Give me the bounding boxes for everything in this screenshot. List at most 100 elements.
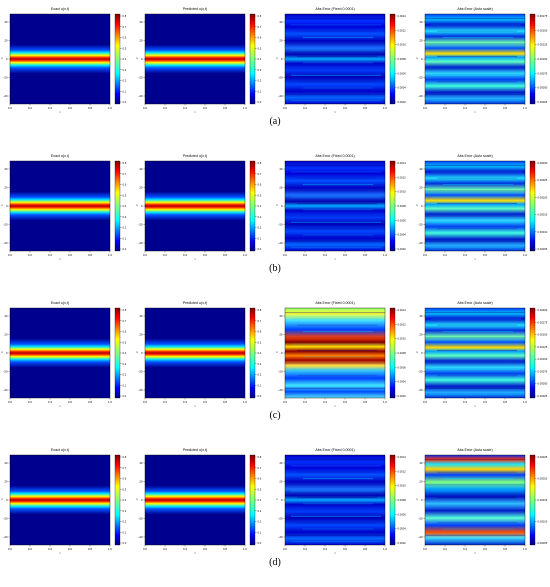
colorbar-tick-label: 0.00075 <box>538 71 548 75</box>
x-axis-label: t <box>60 551 61 555</box>
colorbar-tick-label: 0.0012 <box>398 322 407 326</box>
error-streak <box>437 228 517 230</box>
y-axis-label: x <box>276 203 278 207</box>
colorbar-tick-label: 0.5 <box>123 46 127 50</box>
x-tick-label: 0.2 <box>303 400 307 404</box>
colorbar-tick-label: 0.8 <box>123 14 127 18</box>
x-tick-label: 0.8 <box>363 106 367 110</box>
colorbar-tick-label: 0.0006 <box>398 218 407 222</box>
y-tick-label: 20 <box>279 333 283 337</box>
error-streak <box>297 202 377 205</box>
x-tick-label: 1.0 <box>383 106 387 110</box>
y-tick-label: −40 <box>418 535 423 539</box>
y-axis-label: x <box>136 497 138 501</box>
error-streak <box>443 234 513 236</box>
panel-title: Abs Error (Auto scale) <box>457 7 492 11</box>
x-tick-label: 0.8 <box>88 547 92 551</box>
colorbar <box>389 454 396 546</box>
colorbar <box>529 160 536 252</box>
x-tick-label: 0.0 <box>8 400 12 404</box>
heatmap <box>10 14 110 104</box>
colorbar-tick-label: 0.0012 <box>398 28 407 32</box>
x-tick-label: 0.2 <box>443 400 447 404</box>
y-tick-label: −40 <box>418 94 423 98</box>
error-streak <box>297 55 377 58</box>
error-streak <box>431 541 521 543</box>
colorbar <box>389 13 396 105</box>
x-tick-label: 0.8 <box>503 547 507 551</box>
colorbar-tick-label: 0.00175 <box>538 14 548 18</box>
colorbar-tick-label: 0.3 <box>123 509 127 513</box>
colorbar-tick-label: 0.2 <box>258 520 262 524</box>
error-streak <box>291 100 381 102</box>
colorbar-tick-label: 0.0014 <box>398 455 407 459</box>
y-tick-label: 20 <box>4 333 8 337</box>
colorbar-tick-label: 0.8 <box>258 455 262 459</box>
y-tick-label: 20 <box>279 39 283 43</box>
x-tick-label: 0.8 <box>363 253 367 257</box>
error-streak <box>425 387 525 389</box>
x-tick-label: 0.0 <box>423 106 427 110</box>
y-axis-label: x <box>416 497 418 501</box>
subfigure-label: (b) <box>269 263 281 274</box>
error-streak <box>431 247 521 249</box>
colorbar-tick-label: 0.3 <box>258 68 262 72</box>
colorbar-tick-label: 0.5 <box>258 46 262 50</box>
colorbar-tick-label: 0.00075 <box>538 369 548 373</box>
colorbar-tick-label: 0.00010 <box>538 520 548 524</box>
colorbar-tick-label: 0.0004 <box>398 86 407 90</box>
error-streak <box>443 330 513 333</box>
y-axis-label: x <box>1 203 3 207</box>
error-streak <box>285 509 385 511</box>
y-axis-label: x <box>416 203 418 207</box>
colorbar-tick-label: 0.0008 <box>398 498 407 502</box>
y-tick-label: 40 <box>139 314 143 318</box>
x-axis-label: t <box>335 404 336 408</box>
error-streak <box>443 528 513 530</box>
y-tick-label: −20 <box>138 223 143 227</box>
error-streak <box>437 324 517 326</box>
colorbar-tick-label: 0.7 <box>258 319 262 323</box>
x-axis-label: t <box>475 110 476 114</box>
colorbar-tick-label: 0.0006 <box>398 71 407 75</box>
error-streak <box>431 343 521 345</box>
y-tick-label: 20 <box>139 480 143 484</box>
panel: Predicted u(x,t) 40 20 0 −20 −40 x 0.0 0.2 0.4 0.6… <box>136 7 261 114</box>
error-streak <box>431 221 521 223</box>
error-streak <box>291 74 381 76</box>
colorbar-tick-label: 0.00125 <box>538 43 548 47</box>
error-streak <box>303 87 373 89</box>
y-tick-label: −40 <box>3 94 8 98</box>
heatmap <box>10 308 110 398</box>
colorbar-tick-label: 0.3 <box>123 215 127 219</box>
heatmap <box>425 161 525 251</box>
colorbar-tick-label: 0.7 <box>123 466 127 470</box>
y-tick-label: 0 <box>141 498 143 502</box>
x-axis-label: t <box>195 404 196 408</box>
error-streak <box>303 356 373 358</box>
colorbar-tick-label: 0.00150 <box>538 333 548 337</box>
colorbar-tick-label: 0.00005 <box>538 247 548 251</box>
colorbar-tick-label: 0.1 <box>123 236 127 240</box>
y-tick-label: −40 <box>138 94 143 98</box>
x-tick-label: 0.4 <box>183 253 187 257</box>
y-tick-label: 40 <box>419 167 423 171</box>
error-streak <box>291 49 381 51</box>
x-tick-label: 1.0 <box>523 547 527 551</box>
error-streak <box>285 215 385 217</box>
error-streak <box>303 62 373 64</box>
colorbar-tick-label: 0.00025 <box>538 178 548 182</box>
colorbar-tick-label: 0.2 <box>258 373 262 377</box>
error-streak <box>285 362 385 364</box>
y-tick-label: −20 <box>278 223 283 227</box>
y-axis-label: x <box>136 350 138 354</box>
error-streak <box>303 503 373 505</box>
error-streak <box>431 490 521 492</box>
heatmap <box>425 455 525 545</box>
x-tick-label: 0.2 <box>163 106 167 110</box>
colorbar-tick-label: 0.3 <box>258 362 262 366</box>
x-tick-label: 0.4 <box>323 400 327 404</box>
heatmap <box>285 14 385 104</box>
